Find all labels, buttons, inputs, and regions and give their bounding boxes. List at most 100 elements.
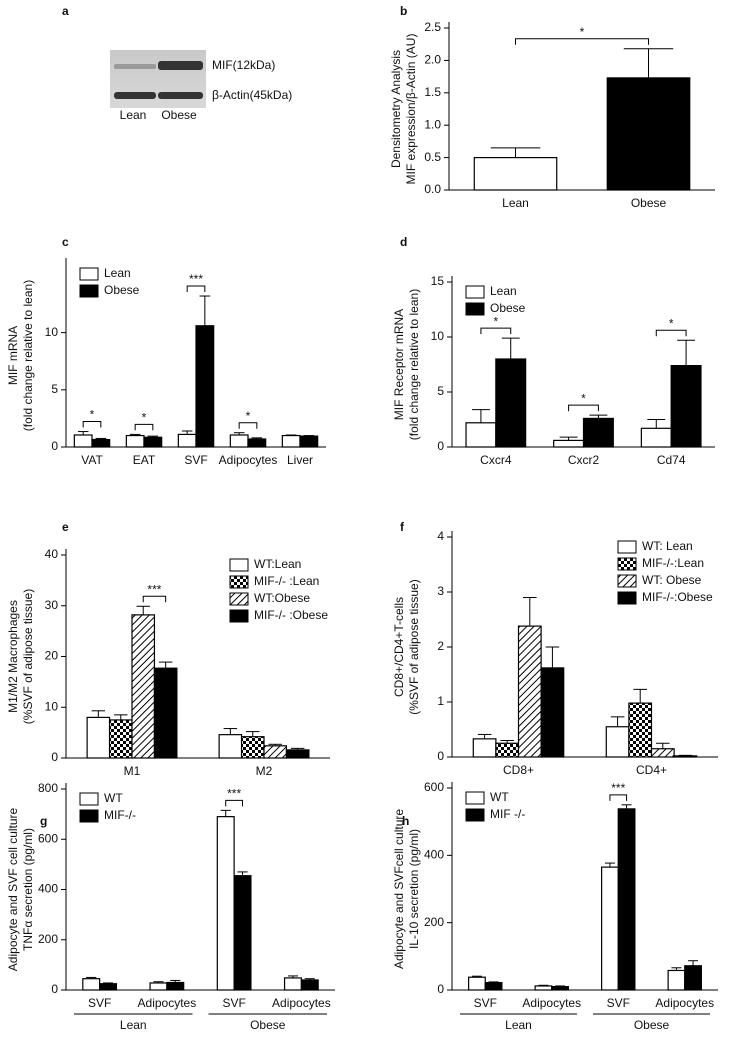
- y-tick-label: 5: [51, 382, 58, 396]
- legend-label: WT: Obese: [642, 573, 702, 587]
- y-axis-label: MIF Receptor mRNA: [392, 309, 406, 420]
- y-tick-label: 1.0: [424, 117, 441, 131]
- significance-bracket: [568, 404, 599, 412]
- bar: [131, 614, 156, 759]
- y-tick-label: 0: [437, 749, 444, 763]
- significance-label: ***: [227, 787, 241, 801]
- bar: [473, 157, 558, 191]
- y-tick-label: 5: [437, 384, 444, 398]
- x-tick-label: Obese: [631, 196, 667, 210]
- x-tick-label: SVF: [474, 996, 497, 1010]
- legend-label: MIF-/-: [104, 808, 136, 822]
- y-tick-label: 4: [437, 529, 444, 543]
- bar: [82, 978, 101, 991]
- significance-bracket: [609, 794, 628, 801]
- legend-label: Lean: [104, 266, 131, 280]
- bar: [229, 434, 249, 448]
- legend-swatch: [79, 809, 99, 823]
- group-label: Obese: [250, 1018, 286, 1032]
- y-tick-label: 400: [424, 848, 444, 862]
- y-tick-label: 600: [424, 780, 444, 794]
- group-label: Obese: [634, 1018, 670, 1032]
- y-tick-label: 600: [38, 831, 58, 845]
- significance-label: *: [90, 408, 95, 422]
- legend-label: WT: [490, 790, 509, 804]
- legend-swatch: [465, 285, 485, 299]
- x-tick-label: Adipocytes: [138, 996, 197, 1010]
- significance-label: ***: [189, 272, 203, 286]
- y-tick-label: 15: [431, 274, 445, 288]
- bar: [299, 435, 319, 448]
- legend-label: MIF-/-:Obese: [642, 590, 713, 604]
- legend-label: WT:Lean: [254, 557, 301, 571]
- legend-label: MIF -/-: [490, 807, 525, 821]
- bar: [468, 976, 486, 991]
- significance-bracket: [142, 595, 167, 603]
- y-axis-label: Adipocyte and SVFcell culture: [392, 809, 406, 969]
- bar: [285, 749, 310, 759]
- x-tick-label: EAT: [133, 453, 156, 467]
- legend-swatch: [617, 574, 637, 588]
- significance-bracket: [480, 327, 512, 335]
- bar: [218, 734, 243, 759]
- y-tick-label: 30: [45, 598, 59, 612]
- x-tick-label: SVF: [222, 996, 245, 1010]
- legend-swatch: [465, 808, 485, 822]
- bar: [670, 365, 702, 448]
- legend-swatch: [229, 575, 249, 589]
- band-label: β-Actin(45kDa): [212, 88, 292, 102]
- significance-label: *: [246, 409, 251, 423]
- y-tick-label: 0: [437, 439, 444, 453]
- bar: [99, 983, 118, 991]
- significance-bracket: [655, 329, 687, 337]
- significance-label: *: [580, 25, 585, 39]
- lane-label: Lean: [120, 108, 147, 122]
- legend-swatch: [617, 557, 637, 571]
- y-tick-label: 2.5: [424, 20, 441, 34]
- y-tick-label: 0: [437, 982, 444, 996]
- panel-label: d: [400, 235, 407, 249]
- bar: [553, 439, 585, 448]
- y-tick-label: 0.0: [424, 182, 441, 196]
- y-tick-label: 40: [45, 547, 59, 561]
- x-tick-label: CD8+: [503, 763, 534, 777]
- bar: [73, 434, 93, 448]
- legend-swatch: [79, 267, 99, 281]
- group-label: Lean: [505, 1018, 532, 1032]
- bar: [281, 434, 301, 448]
- y-tick-label: 400: [38, 882, 58, 896]
- legend-swatch: [79, 284, 99, 298]
- y-tick-label: 0.5: [424, 150, 441, 164]
- bar: [125, 434, 145, 448]
- y-axis-label: Densitometry Analysis: [389, 50, 403, 168]
- x-tick-label: Lean: [502, 196, 529, 210]
- y-tick-label: 2: [437, 639, 444, 653]
- y-axis-label: TNFα secretion (pg/ml): [21, 828, 35, 951]
- bar: [517, 625, 542, 758]
- bar: [684, 965, 702, 991]
- bar: [216, 816, 235, 991]
- bar: [91, 438, 111, 448]
- blot-band: [158, 92, 203, 99]
- x-tick-label: SVF: [607, 996, 630, 1010]
- bar: [108, 719, 133, 759]
- legend-swatch: [617, 540, 637, 554]
- bar: [605, 726, 630, 758]
- y-axis-label: MIF expression/β-Actin (AU): [404, 34, 418, 185]
- significance-bracket: [186, 285, 206, 293]
- legend-swatch: [229, 609, 249, 623]
- group-label: Lean: [120, 1018, 147, 1032]
- bar: [601, 866, 619, 991]
- bar: [484, 981, 503, 991]
- panel-label: a: [62, 4, 69, 18]
- bar: [495, 358, 527, 448]
- legend-label: MIF-/-:Lean: [642, 556, 704, 570]
- y-tick-label: 200: [424, 915, 444, 929]
- y-axis-label: IL-10 secretion (pg/ml): [407, 829, 421, 949]
- bar: [540, 667, 565, 758]
- bar: [640, 427, 672, 448]
- bar: [495, 742, 520, 758]
- y-tick-label: 10: [45, 325, 59, 339]
- band-label: MIF(12kDa): [212, 58, 275, 72]
